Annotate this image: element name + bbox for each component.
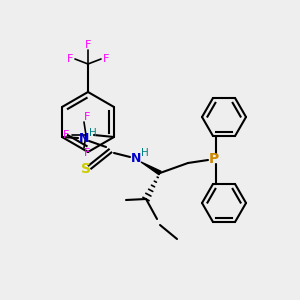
Text: F: F	[67, 54, 73, 64]
Text: H: H	[89, 128, 97, 138]
Polygon shape	[141, 162, 161, 175]
Text: F: F	[84, 148, 90, 158]
Text: F: F	[63, 130, 69, 140]
Text: F: F	[103, 54, 109, 64]
Text: F: F	[84, 112, 90, 122]
Text: N: N	[131, 152, 141, 166]
Text: F: F	[85, 40, 91, 50]
Text: N: N	[79, 133, 89, 146]
Text: S: S	[81, 162, 91, 176]
Text: H: H	[141, 148, 149, 158]
Text: P: P	[209, 152, 219, 166]
